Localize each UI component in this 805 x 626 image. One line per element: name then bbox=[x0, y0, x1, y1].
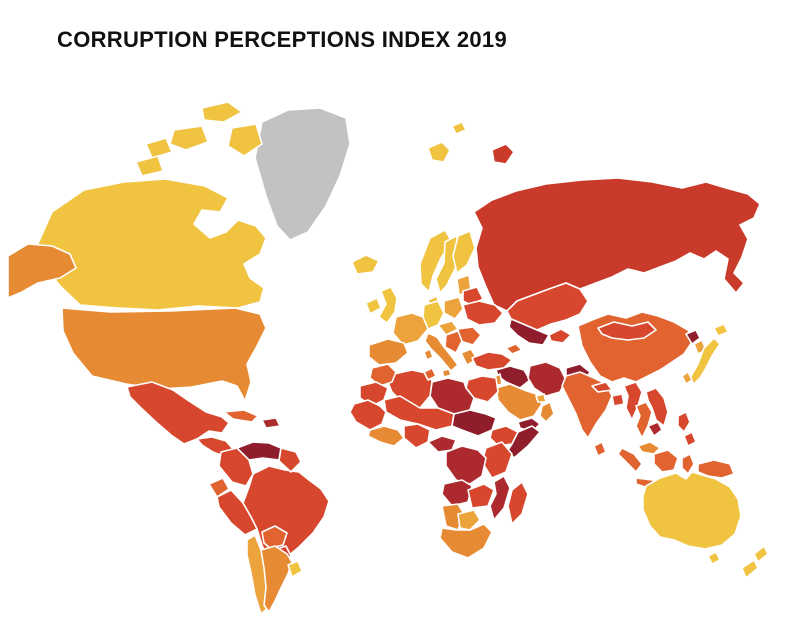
region-west-africa bbox=[349, 399, 387, 431]
region-russia bbox=[473, 177, 761, 312]
region-botswana bbox=[457, 509, 481, 531]
region-new-zealand-north bbox=[753, 545, 769, 563]
region-thailand bbox=[635, 401, 653, 439]
region-colombia bbox=[218, 447, 254, 487]
region-drc bbox=[445, 445, 487, 485]
region-guyanas bbox=[278, 447, 302, 473]
region-svalbard-islands bbox=[451, 121, 467, 135]
region-nepal bbox=[591, 381, 613, 393]
region-angola bbox=[441, 479, 473, 507]
region-myanmar bbox=[623, 381, 643, 421]
region-arctic-island bbox=[145, 137, 173, 159]
region-greenland bbox=[254, 107, 351, 241]
region-sri-lanka bbox=[593, 441, 607, 457]
region-new-zealand-south bbox=[741, 559, 759, 579]
region-papua-new-guinea bbox=[697, 459, 735, 479]
region-libya bbox=[429, 377, 475, 415]
region-cameroon-car bbox=[427, 435, 457, 453]
region-zambia-zimbabwe bbox=[467, 483, 495, 509]
region-tunisia bbox=[423, 367, 437, 381]
region-sicily bbox=[441, 368, 452, 378]
region-united-states bbox=[61, 307, 267, 402]
region-guinea-gulf bbox=[367, 425, 405, 447]
region-iceland bbox=[351, 254, 380, 275]
region-mexico bbox=[126, 381, 230, 445]
region-ellesmere bbox=[201, 101, 243, 123]
region-uruguay bbox=[287, 560, 303, 578]
region-argentina bbox=[260, 545, 293, 613]
region-sudan bbox=[451, 409, 497, 437]
region-iran bbox=[527, 361, 567, 397]
region-australia bbox=[642, 471, 742, 550]
region-mozambique bbox=[489, 475, 511, 521]
region-philippines-north bbox=[677, 411, 691, 433]
region-spain bbox=[368, 338, 409, 366]
region-france bbox=[392, 312, 429, 346]
region-ireland bbox=[365, 297, 382, 315]
region-united-kingdom bbox=[378, 286, 398, 324]
region-bolivia bbox=[261, 525, 288, 549]
region-banks-island bbox=[135, 155, 164, 177]
region-oman bbox=[539, 401, 555, 423]
region-svalbard bbox=[427, 141, 451, 163]
region-cuba bbox=[223, 409, 259, 423]
region-hokkaido bbox=[713, 323, 729, 337]
region-caucasus bbox=[505, 343, 523, 355]
region-norway bbox=[419, 229, 453, 293]
region-borneo bbox=[653, 449, 679, 473]
region-madagascar bbox=[507, 481, 529, 525]
region-sumatra bbox=[617, 447, 643, 473]
region-philippines-south bbox=[683, 431, 697, 447]
region-sardinia bbox=[423, 348, 434, 361]
region-uzbek-turkmen bbox=[508, 318, 550, 346]
world-map-svg bbox=[7, 101, 769, 615]
region-turkey bbox=[471, 351, 513, 371]
region-north-korea bbox=[685, 329, 701, 345]
region-peru bbox=[216, 489, 258, 536]
region-finland bbox=[452, 230, 476, 274]
region-saudi-arabia bbox=[495, 383, 543, 421]
region-mongolia bbox=[597, 321, 657, 341]
region-sulawesi bbox=[681, 453, 695, 475]
region-malaysia bbox=[637, 441, 661, 455]
region-gulf-uae bbox=[535, 393, 547, 403]
region-somalia bbox=[507, 425, 541, 459]
region-canada bbox=[35, 178, 267, 311]
region-kyrgyz-tajik bbox=[548, 328, 572, 344]
region-ukraine bbox=[462, 300, 504, 326]
region-nigeria bbox=[403, 423, 431, 449]
region-kenya-tanzania bbox=[481, 441, 513, 479]
region-japan bbox=[689, 337, 721, 385]
region-ecuador bbox=[208, 477, 230, 498]
region-alaska bbox=[7, 243, 77, 299]
region-baffin bbox=[227, 123, 263, 157]
page-title: CORRUPTION PERCEPTIONS INDEX 2019 bbox=[57, 26, 507, 52]
region-south-africa bbox=[439, 523, 493, 559]
region-taiwan bbox=[681, 371, 693, 385]
region-china bbox=[577, 311, 693, 383]
region-victoria-island bbox=[169, 125, 209, 151]
region-novaya-zemlya bbox=[491, 143, 515, 165]
region-balkans bbox=[444, 330, 463, 354]
region-morocco bbox=[369, 363, 397, 387]
region-cambodia bbox=[647, 421, 663, 437]
world-map bbox=[0, 86, 805, 621]
region-hispaniola bbox=[261, 417, 281, 429]
region-tasmania bbox=[707, 551, 721, 565]
region-laos-vietnam bbox=[645, 387, 669, 427]
region-italy bbox=[424, 332, 459, 372]
region-bangladesh bbox=[611, 393, 625, 407]
region-poland bbox=[443, 296, 464, 320]
